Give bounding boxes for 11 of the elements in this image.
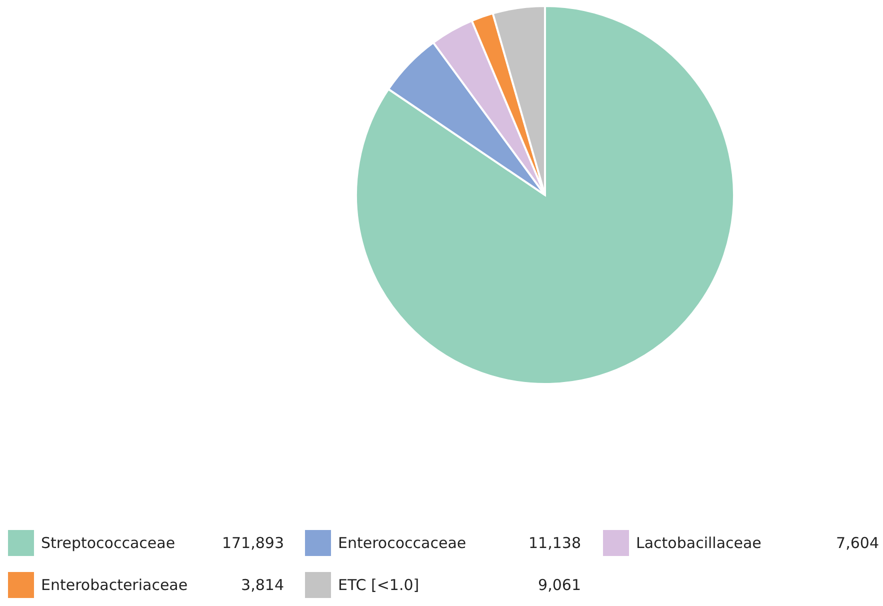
legend-label: Streptococcaceae [41, 534, 176, 552]
legend-label: Lactobacillaceae [636, 534, 762, 552]
legend-label: Enterococcaceae [338, 534, 466, 552]
data-label: 9,061 [538, 576, 581, 594]
data-label: 171,893 [222, 534, 284, 552]
data-label: 7,604 [836, 534, 879, 552]
legend-label: ETC [<1.0] [338, 576, 420, 594]
data-label: 3,814 [241, 576, 284, 594]
pie-slice [355, 5, 735, 385]
legend-label: Enterobacteriaceae [41, 576, 188, 594]
data-label: 11,138 [528, 534, 581, 552]
